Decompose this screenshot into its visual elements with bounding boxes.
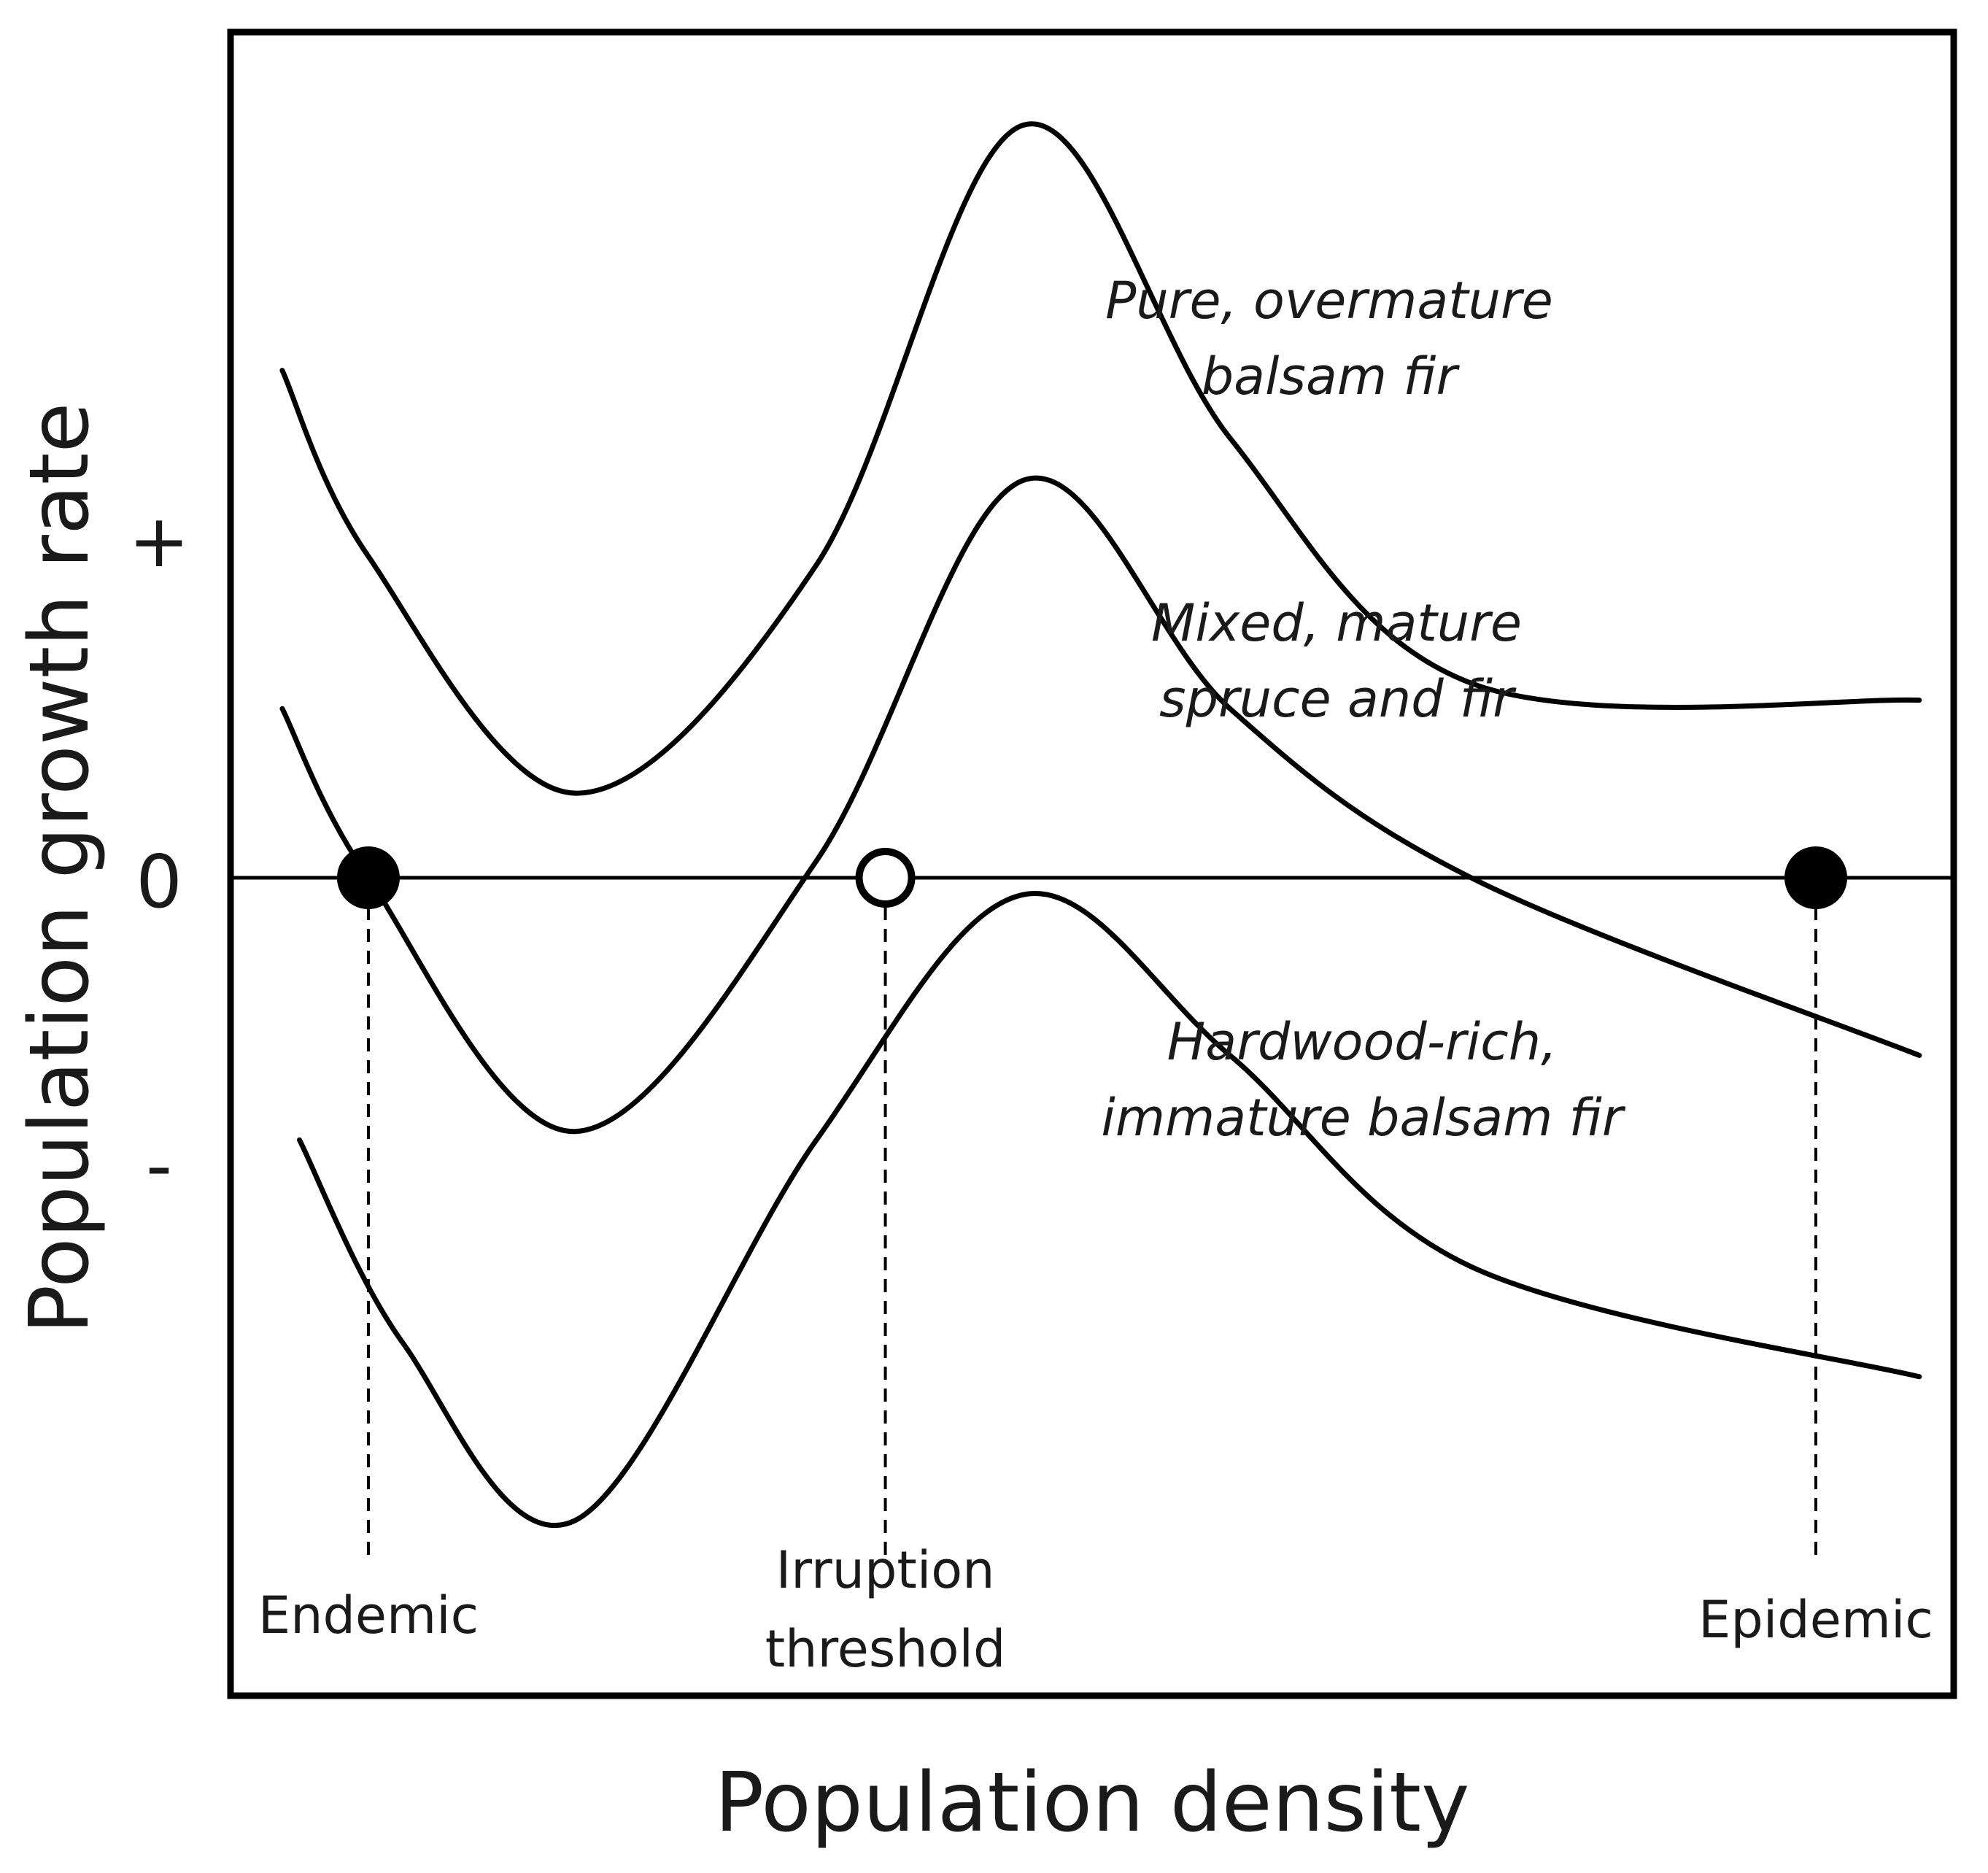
series-label-3-line-1: Hardwood-rich,	[1167, 1012, 1558, 1072]
equilibrium-marker-3	[1784, 846, 1848, 909]
equilibrium-markers-group	[336, 846, 1848, 909]
y-tick-minus: -	[146, 1123, 172, 1208]
series-label-2-line-1: Mixed, mature	[1151, 593, 1522, 653]
x-axis-title: Population density	[715, 1756, 1470, 1850]
equilibrium-label-3-line-1: Epidemic	[1698, 1590, 1933, 1650]
equilibrium-marker-1	[336, 846, 400, 909]
equilibrium-label-1-line-1: Endemic	[258, 1586, 479, 1645]
plot-frame	[227, 28, 1957, 1699]
equilibrium-marker-2	[855, 848, 916, 908]
curve-labels-group: Pure, overmature balsam fir Mixed, mature s…	[1101, 271, 1625, 1148]
equilibrium-label-2-line-2: threshold	[765, 1619, 1006, 1679]
equilibrium-labels-group: Endemic Irruption threshold Epidemic	[258, 1540, 1933, 1679]
series-line-1	[279, 121, 1922, 796]
series-line-3	[297, 891, 1922, 1529]
series-label-1-line-1: Pure, overmature	[1105, 271, 1553, 331]
y-axis-title: Population growth rate	[12, 403, 107, 1335]
equilibrium-label-2-line-1: Irruption	[776, 1540, 995, 1600]
y-tick-zero: 0	[136, 839, 182, 924]
series-label-1-line-2: balsam fir	[1202, 347, 1461, 406]
y-tick-plus: +	[128, 498, 190, 584]
series-label-3-line-2: immature balsam fir	[1101, 1088, 1625, 1148]
series-label-2-line-2: spruce and fir	[1159, 669, 1517, 729]
